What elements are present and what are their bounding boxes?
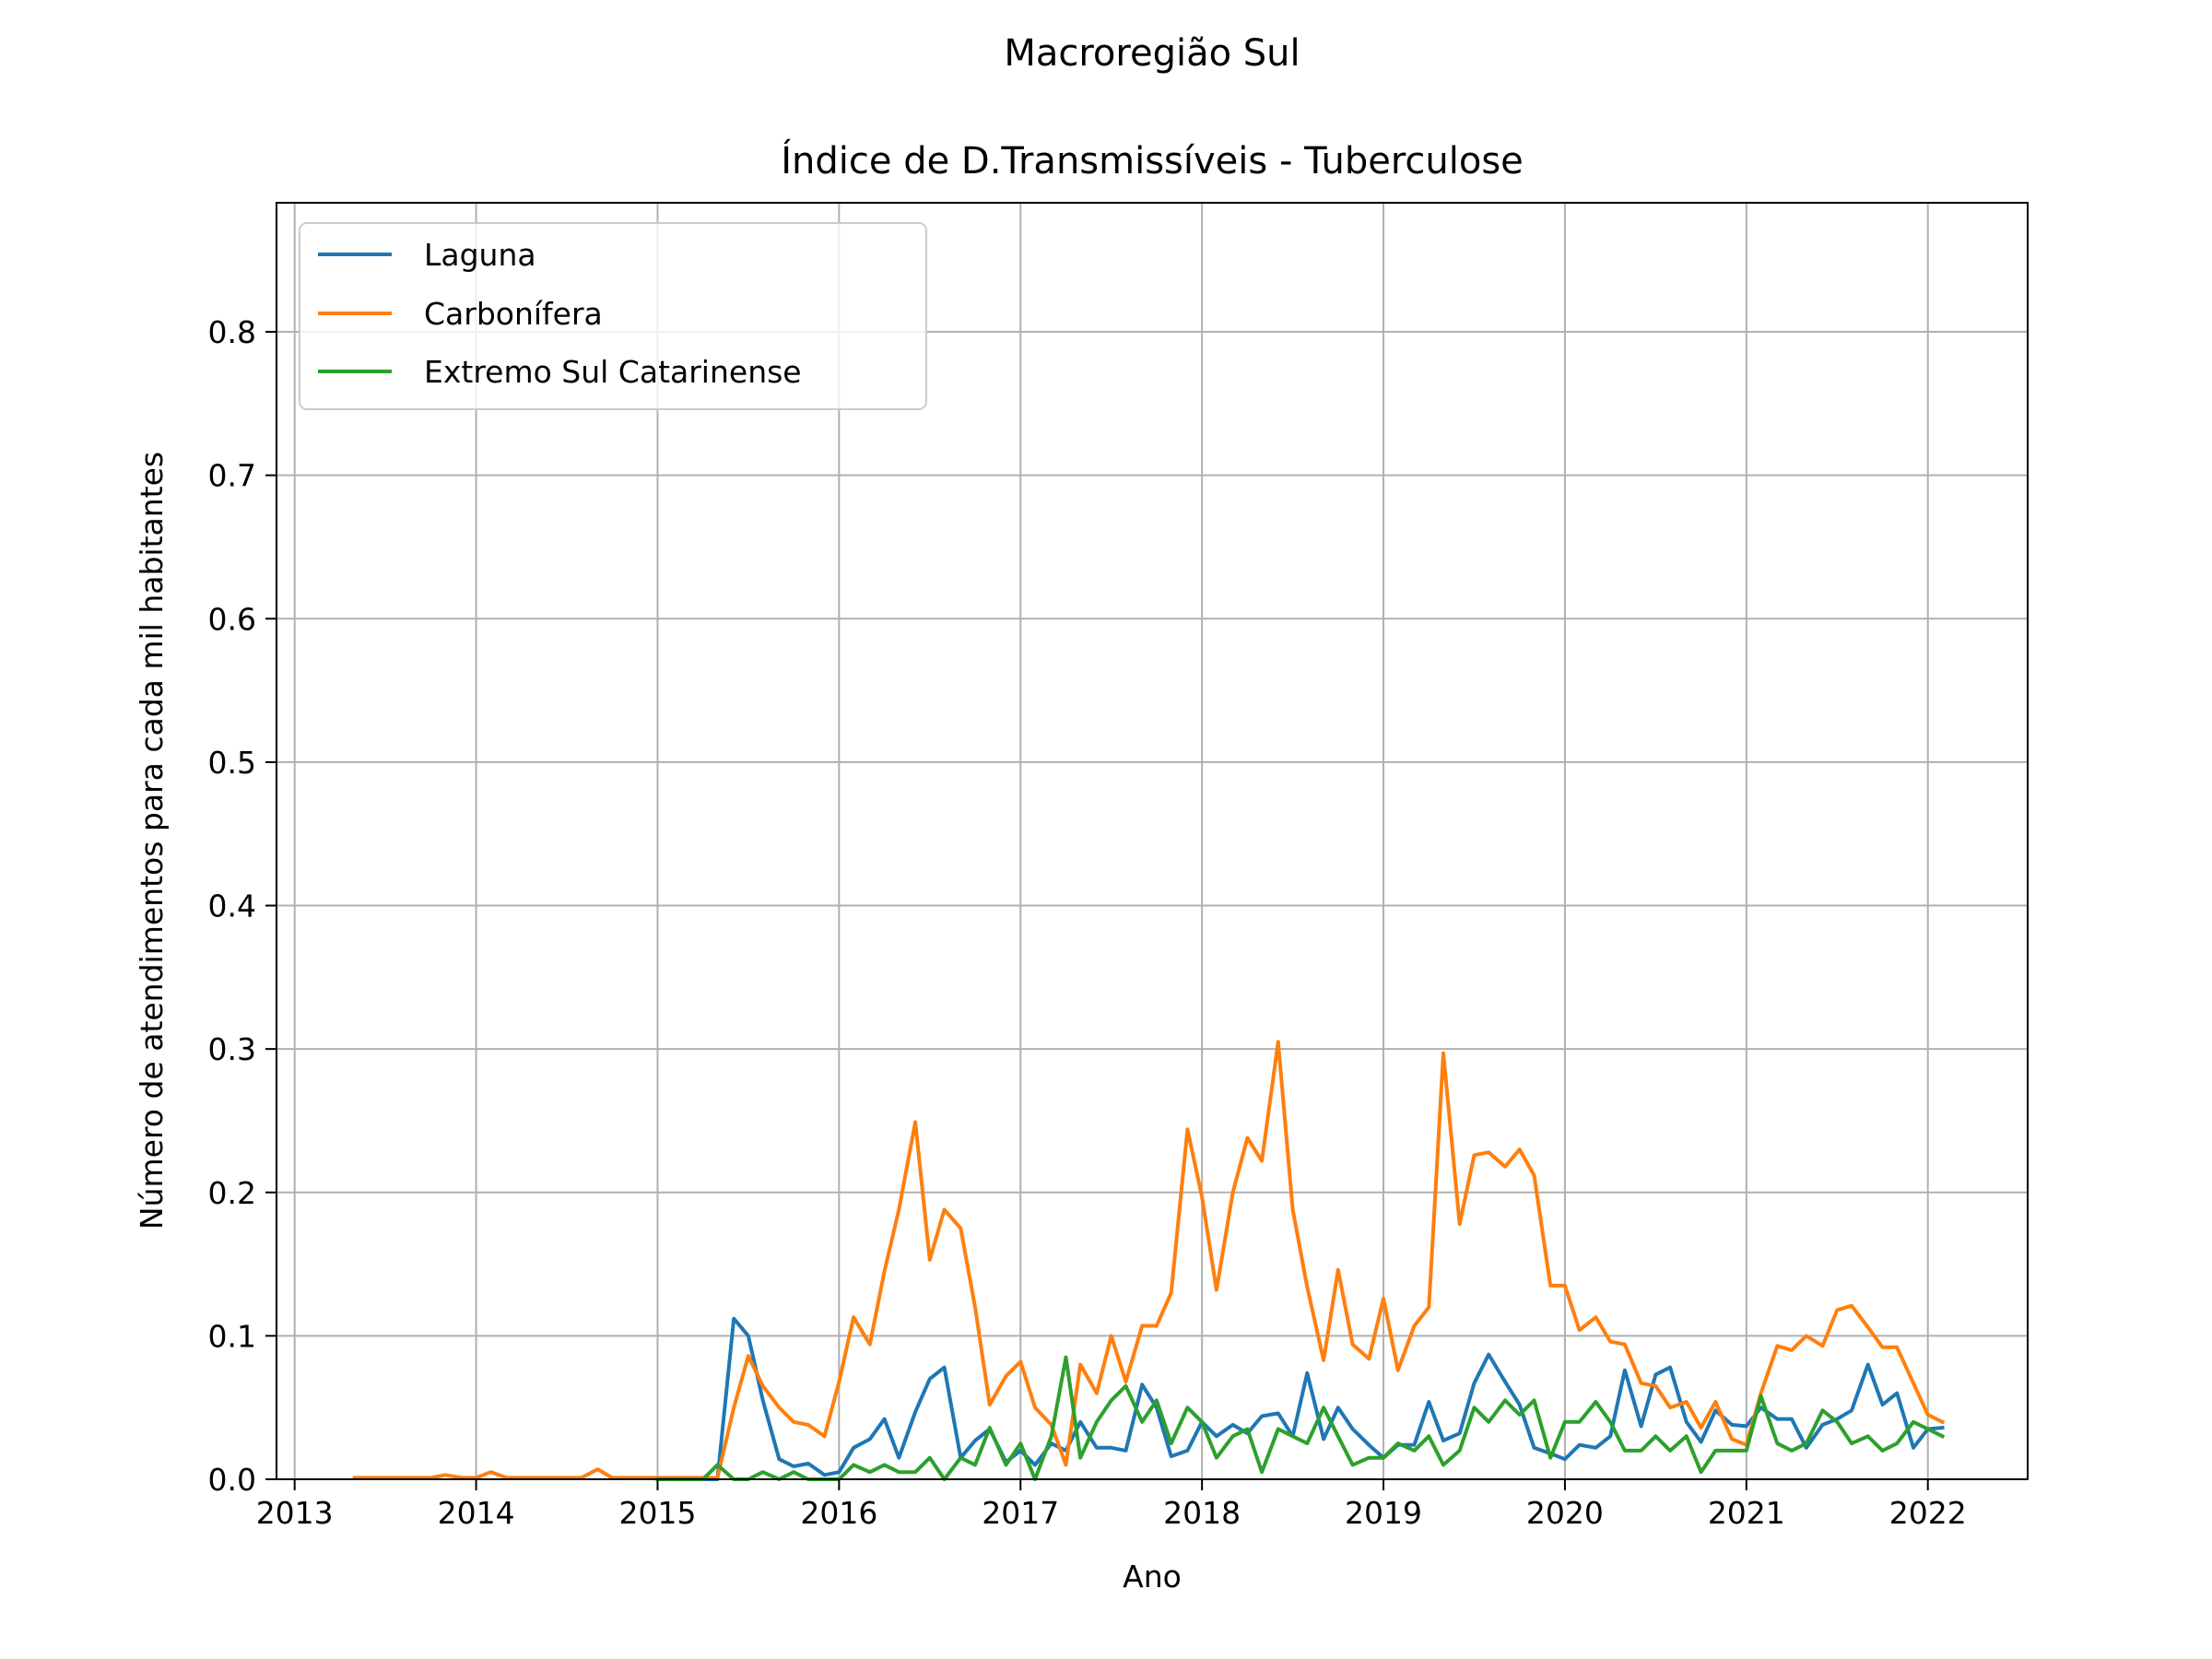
- chart-title: Índice de D.Transmissíveis - Tuberculose: [781, 138, 1524, 182]
- series-line-carbonifera: [352, 1040, 1946, 1480]
- plot-area: [276, 203, 2028, 1479]
- x-tick-label: 2018: [1163, 1495, 1241, 1531]
- y-tick-label: 0.5: [208, 745, 256, 781]
- x-axis-label: Ano: [1123, 1559, 1182, 1594]
- legend-label-laguna: Laguna: [424, 237, 536, 273]
- x-tick-label: 2014: [438, 1495, 515, 1531]
- ticks: 2013 2014 2015 2016 2017 2018 2019 2020 2021 2022…: [208, 314, 1967, 1531]
- y-tick-label: 0.6: [208, 601, 256, 637]
- y-tick-label: 0.0: [208, 1462, 256, 1498]
- x-tick-label: 2016: [800, 1495, 877, 1531]
- x-tick-label: 2022: [1889, 1495, 1967, 1531]
- series-layer: [352, 1040, 1946, 1481]
- series-line-laguna: [655, 1316, 1945, 1481]
- plot-frame: [276, 202, 2029, 1480]
- y-tick-label: 0.2: [208, 1175, 256, 1211]
- y-axis-label: Número de atendimentos para cada mil hab…: [134, 452, 170, 1230]
- grid: [276, 203, 2028, 1480]
- legend-label-carbonifera: Carbonífera: [424, 296, 603, 332]
- legend: Laguna Carbonífera Extremo Sul Catarinen…: [299, 222, 927, 410]
- x-tick-label: 2019: [1345, 1495, 1422, 1531]
- x-tick-label: 2020: [1526, 1495, 1604, 1531]
- y-tick-label: 0.3: [208, 1031, 256, 1067]
- legend-frame: [299, 222, 927, 410]
- y-tick-label: 0.8: [208, 314, 256, 350]
- x-tick-label: 2015: [618, 1495, 696, 1531]
- y-tick-label: 0.7: [208, 458, 256, 494]
- x-tick-label: 2021: [1708, 1495, 1785, 1531]
- x-tick-label: 2013: [256, 1495, 334, 1531]
- series-line-extremo-sul-catarinense: [655, 1355, 1946, 1481]
- y-tick-label: 0.1: [208, 1318, 256, 1354]
- y-tick-label: 0.4: [208, 888, 256, 924]
- x-tick-label: 2017: [982, 1495, 1059, 1531]
- figure-suptitle: Macroregião Sul: [1004, 32, 1300, 75]
- legend-label-extremo-sul-catarinense: Extremo Sul Catarinense: [424, 354, 802, 390]
